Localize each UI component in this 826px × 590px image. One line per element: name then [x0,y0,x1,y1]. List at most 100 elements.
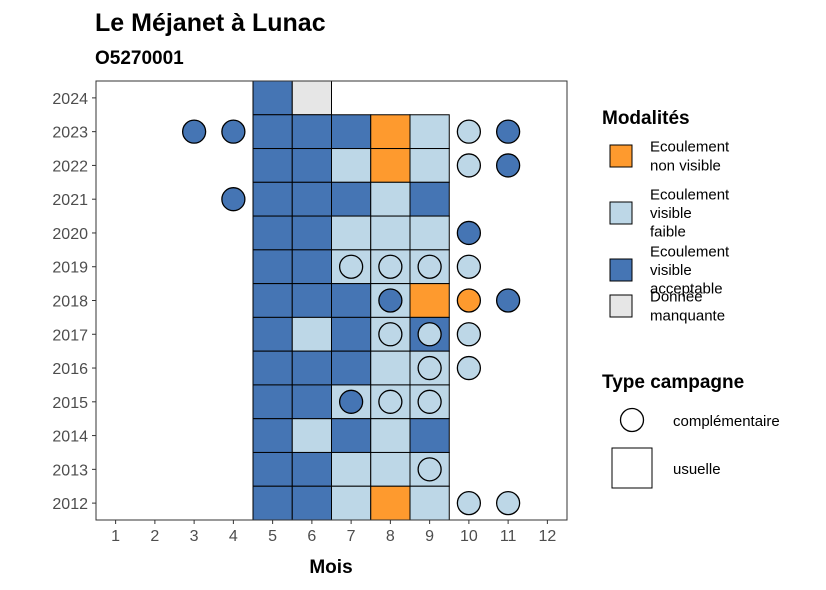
tile-2016-5 [252,350,293,386]
point-2023-10 [456,119,482,144]
tile-2019-6 [291,249,332,285]
tile-2022-9 [409,148,450,183]
point-2017-10 [456,322,482,347]
point-2022-10 [456,153,482,178]
x-tick-label-3: 3 [190,528,199,545]
x-tick-label-9: 9 [425,528,434,545]
tile-2017-5 [252,316,293,352]
tile-2022-5 [252,148,293,183]
tile-2020-9 [409,215,450,251]
legend-modalites: Modalités Ecoulement non visibleEcoulemen… [602,108,730,324]
x-tick-label-10: 10 [460,528,478,545]
point-2015-8 [378,389,403,414]
x-tick-label-11: 11 [500,528,517,545]
point-2017-8 [378,322,403,347]
point-2012-10 [456,490,482,516]
legend-label-usu: usuelle [673,461,721,478]
point-2021-4 [221,187,246,212]
tile-2014-9 [409,418,450,453]
x-axis: 1 2 3 4 5 6 7 8 9 10 11 12 [111,520,556,545]
tile-2012-6 [291,485,332,521]
y-tick-label-2022: 2022 [52,158,88,175]
tile-2013-7 [331,451,372,487]
tile-2012-7 [331,485,372,521]
tile-2013-8 [370,451,411,487]
point-2023-4 [221,119,246,144]
tile-2021-5 [252,181,293,217]
legend-modalites-title: Modalités [602,108,690,129]
tile-2019-5 [252,249,293,285]
tile-2021-9 [409,181,450,217]
tile-2021-6 [291,181,332,217]
legend-label-vf-line: faible [650,224,686,241]
tile-2022-7 [331,148,372,183]
chart-title: Le Méjanet à Lunac [95,9,326,37]
tile-2018-6 [291,283,332,318]
legend-label-dm-line: manquante [650,307,725,324]
tile-2015-5 [252,384,293,420]
legend-key-vf [609,201,633,225]
tile-2022-6 [291,148,332,183]
tiles-layer [252,80,450,521]
point-2020-10 [456,220,482,246]
point-2018-10 [456,288,482,313]
y-tick-label-2013: 2013 [52,462,88,479]
legend-key-dm [609,294,633,318]
tile-2020-7 [331,215,372,251]
tile-2023-8 [370,114,411,150]
tile-2022-8 [370,148,411,183]
tile-2014-8 [370,418,411,453]
y-tick-label-2023: 2023 [52,125,88,142]
y-tick-label-2015: 2015 [52,395,88,412]
tile-2018-9 [409,283,450,318]
point-2018-11 [495,288,521,313]
tile-2014-6 [291,418,332,453]
legend-label-vf: Ecoulement visible faible [650,186,730,240]
point-2015-9 [417,389,442,414]
tile-2018-7 [331,283,372,318]
point-2023-11 [495,119,521,144]
legend-key-va [609,258,633,282]
chart-subtitle: O5270001 [95,48,184,69]
tile-2012-8 [370,485,411,521]
tile-2017-6 [291,316,332,352]
x-tick-label-5: 5 [268,528,277,545]
points-layer [181,119,521,516]
legend-label-va-line: Ecoulement [650,243,730,260]
point-2019-8 [378,254,403,279]
tile-2018-5 [252,283,293,318]
legend-label-nv-line: non visible [650,157,721,174]
legend-label-va-line: visible [650,262,692,279]
legend-label-vf-line: visible [650,205,692,222]
tile-2024-5 [252,80,293,116]
point-2019-9 [417,254,442,279]
y-tick-label-2024: 2024 [52,91,88,108]
legend-key-nv [609,144,633,168]
x-tick-label-1: 1 [111,528,120,545]
y-axis: 2012 2013 2014 2015 2016 2017 2018 2019 2020 2021… [52,91,96,513]
legend-campagne: Type campagne complémentaire usuelle [602,372,780,489]
x-tick-label-4: 4 [229,528,238,545]
tile-2012-9 [409,485,450,521]
tile-2024-6 [291,80,332,116]
point-2012-11 [495,490,521,516]
tile-2016-7 [331,350,372,386]
legend-label-vf-line: Ecoulement [650,186,730,203]
tile-2020-6 [291,215,332,251]
tile-2023-5 [252,114,293,150]
tile-2020-5 [252,215,293,251]
legend-label-dm: Donnée manquante [650,289,725,325]
tile-2016-8 [370,350,411,386]
y-tick-label-2021: 2021 [52,192,88,209]
point-2017-9 [417,322,442,347]
tile-2017-7 [331,316,372,352]
legend-label-va-line: acceptable [650,281,723,298]
point-2016-10 [456,355,482,381]
point-2015-7 [338,389,364,414]
point-2013-9 [417,457,442,482]
tile-2023-9 [409,114,450,150]
legend-label-nv-line: Ecoulement [650,139,730,156]
x-axis-title: Mois [309,557,352,578]
y-tick-label-2016: 2016 [52,361,88,378]
legend-campagne-title: Type campagne [602,372,744,393]
